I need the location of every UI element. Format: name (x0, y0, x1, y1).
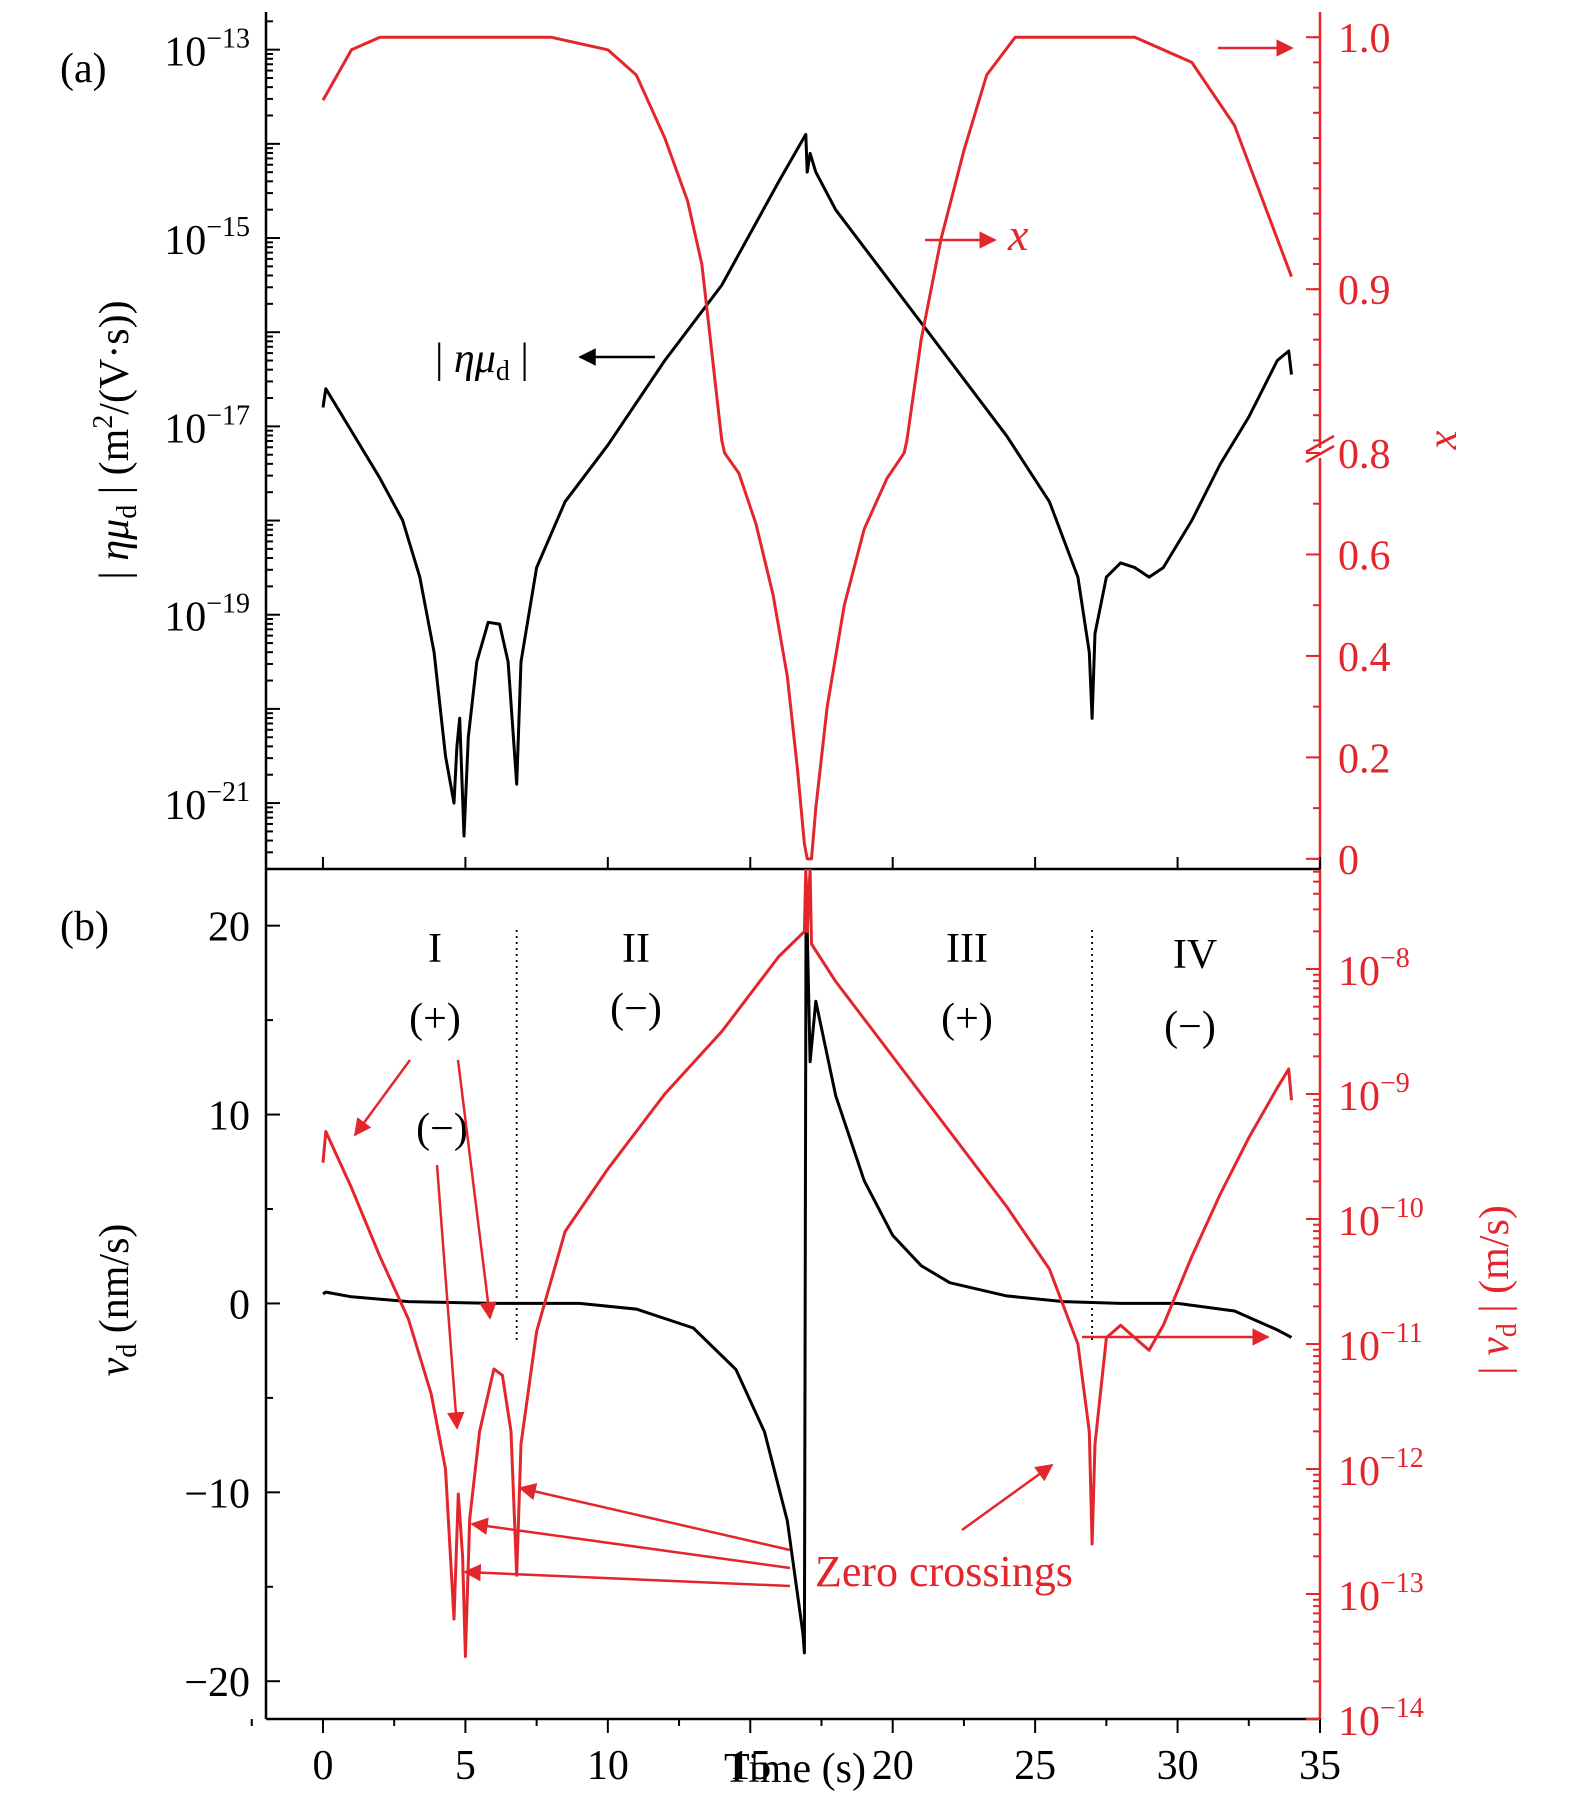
b-right-tick-label: 10−14 (1338, 1693, 1424, 1745)
region-sign-III: (+) (941, 996, 993, 1042)
b-right-tick-label: 10−11 (1338, 1318, 1423, 1370)
a-right-tick-label: 1.0 (1338, 16, 1391, 62)
x-tick-label: 30 (1157, 1743, 1199, 1789)
region-label-II: II (622, 926, 650, 972)
region-label-III: III (946, 926, 988, 972)
x-tick-label: 15 (729, 1743, 771, 1789)
x-tick-label: 0 (312, 1743, 333, 1789)
minus-arrow-to-dip (435, 1164, 465, 1430)
panel-b-left-axis-title: vd (nm/s) (92, 1224, 143, 1377)
a-left-tick-label: 10−15 (164, 212, 250, 264)
zero-crossing-arrow-3 (463, 1563, 791, 1588)
x-tick-label: 20 (872, 1743, 914, 1789)
region-sign-IV: (−) (1164, 1004, 1216, 1050)
label-layer: 0 5 10 15 20 25 30 35 10−13 10−15 10−17 10−19 10−21 1… (164, 16, 1424, 1789)
zero-crossing-arrow-1 (518, 1482, 791, 1552)
a-right-tick-label: 0.9 (1338, 268, 1391, 314)
b-left-tick-label: 0 (229, 1282, 250, 1328)
a-right-tick-label: 0.2 (1338, 736, 1391, 782)
a-left-tick-label: 10−13 (164, 24, 250, 76)
x-series-annotation: x (1007, 209, 1029, 260)
region-sign-I: (+) (409, 996, 461, 1042)
b-left-tick-label: −20 (184, 1660, 250, 1706)
b-left-tick-label: 10 (208, 1094, 250, 1140)
plus-arrow-to-hump (456, 1059, 497, 1320)
region-sign-II: (−) (610, 986, 662, 1032)
tick-layer (250, 20, 1321, 1733)
x-tick-label: 10 (587, 1743, 629, 1789)
region-label-IV: IV (1173, 932, 1217, 978)
zero-crossing-arrow-2 (470, 1517, 791, 1570)
x-tick-label: 25 (1014, 1743, 1056, 1789)
x-series-line (321, 35, 1293, 861)
b-right-tick-label: 10−9 (1338, 1068, 1410, 1120)
series-layer (321, 35, 1293, 1658)
x-tick-label: 35 (1299, 1743, 1341, 1789)
region-label-I: I (428, 926, 442, 972)
x-tick-label: 5 (455, 1743, 476, 1789)
panel-b-label: (b) (60, 904, 109, 950)
a-right-tick-label: 0 (1338, 838, 1359, 884)
b-left-tick-label: 20 (208, 905, 250, 951)
b-right-tick-label: 10−12 (1338, 1443, 1424, 1495)
zero-crossing-arrow-4 (961, 1463, 1054, 1532)
b-left-tick-label: −10 (184, 1471, 250, 1517)
a-left-tick-label: 10−21 (164, 777, 250, 829)
a-right-tick-label: 0.8 (1338, 432, 1391, 478)
a-left-tick-label: 10−17 (164, 400, 250, 452)
a-left-tick-label: 10−19 (164, 589, 250, 641)
axis-break-mark-top (1305, 434, 1335, 454)
panel-a-right-axis-title: x (1420, 430, 1466, 450)
a-right-tick-label: 0.4 (1338, 635, 1391, 681)
eta-mu-annotation: | ημd | (435, 336, 529, 387)
b-right-tick-label: 10−13 (1338, 1568, 1424, 1620)
panel-a-label: (a) (60, 46, 107, 92)
zero-crossings-label: Zero crossings (815, 1547, 1073, 1596)
x-axis-title: Time (s) (724, 1746, 866, 1792)
panel-a-left-axis-title: | ημd | (m2/(V·s)) (88, 300, 143, 579)
vd-series-line (322, 876, 1293, 1655)
a-right-tick-label: 0.6 (1338, 533, 1391, 579)
eta-mu-series-line (321, 132, 1293, 838)
b-right-tick-label: 10−8 (1338, 943, 1410, 995)
b-right-tick-label: 10−10 (1338, 1193, 1424, 1245)
panel-b-right-axis-title: | vd | (m/s) (1472, 1205, 1523, 1375)
plus-arrow-to-curve (353, 1059, 412, 1137)
region-sign-I-second: (−) (416, 1106, 468, 1152)
